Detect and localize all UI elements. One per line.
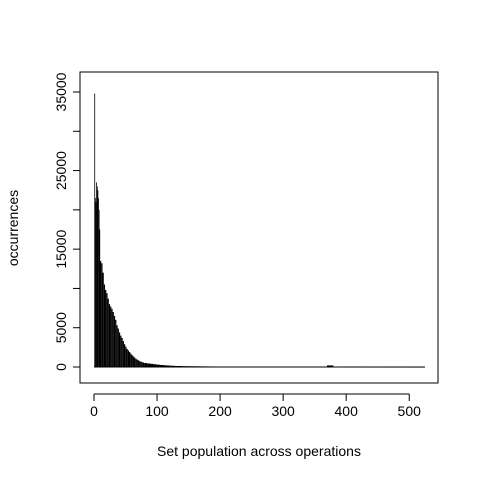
histogram-bar: [102, 272, 104, 367]
histogram-bar: [98, 198, 99, 367]
histogram-bar: [123, 344, 126, 367]
y-tick-label: 0: [53, 363, 69, 371]
histogram-bar: [125, 346, 127, 367]
histogram-bar: [135, 358, 137, 367]
histogram-bar: [106, 293, 108, 367]
histogram-bar: [126, 348, 128, 367]
histogram-bar: [122, 341, 124, 367]
histogram-bar: [121, 337, 123, 367]
y-tick-label: 35000: [53, 72, 69, 111]
histogram-bar: [130, 353, 132, 367]
y-axis: 0 5000 15000 25000 35000: [53, 72, 81, 371]
histogram-bar: [120, 335, 122, 367]
histogram-bar: [101, 263, 103, 367]
histogram-bar: [144, 363, 148, 367]
histogram-bar: [163, 365, 167, 367]
histogram-bar: [142, 362, 145, 367]
y-tick-label: 25000: [53, 151, 69, 190]
x-tick-label: 200: [208, 403, 232, 419]
histogram-bar: [105, 290, 107, 367]
histogram-bar: [99, 260, 102, 367]
x-tick-label: 0: [90, 403, 98, 419]
y-tick-label: 15000: [53, 229, 69, 268]
histogram-bar: [153, 364, 157, 367]
x-axis: 0 100 200 300 400 500: [90, 393, 422, 419]
histogram-bar: [169, 365, 173, 367]
histogram-bar: [95, 202, 97, 367]
histogram-bar: [326, 365, 334, 367]
histogram-bar: [150, 363, 154, 367]
histogram-bar: [94, 93, 96, 367]
histogram-bar: [159, 364, 164, 367]
histogram-bar: [112, 312, 114, 367]
histogram-bar: [98, 209, 100, 367]
histogram-bar: [108, 304, 111, 367]
histogram-bar: [172, 365, 176, 367]
histogram-bar: [118, 332, 121, 367]
histogram-bar: [166, 365, 170, 367]
histogram-bar: [128, 352, 131, 367]
histogram-bar: [116, 325, 118, 367]
histogram-bar: [111, 308, 113, 367]
x-tick-label: 500: [398, 403, 422, 419]
histogram-bar: [97, 190, 99, 367]
x-tick-label: 100: [145, 403, 169, 419]
histogram-bar: [140, 361, 142, 367]
histogram-bar: [99, 229, 101, 367]
histogram-bar: [136, 359, 138, 367]
histogram-bar: [127, 350, 129, 367]
histogram-bar: [103, 284, 106, 367]
bars-group: [94, 93, 425, 368]
histogram-bar: [117, 328, 119, 367]
y-tick-label: 5000: [53, 312, 69, 343]
histogram-bar: [94, 198, 96, 367]
histogram-bar: [131, 355, 133, 367]
histogram-bar: [96, 186, 98, 367]
histogram-bar: [132, 356, 135, 367]
histogram-bar: [115, 319, 117, 367]
histogram-bar: [139, 361, 141, 367]
histogram-bar: [96, 182, 98, 367]
histogram-bar: [110, 306, 112, 367]
x-tick-label: 300: [271, 403, 295, 419]
histogram-bar: [134, 357, 136, 367]
x-tick-label: 400: [335, 403, 359, 419]
histogram-bar: [175, 365, 182, 367]
histogram-bar: [137, 360, 140, 367]
plot-box: [79, 71, 439, 384]
y-axis-label: occurrences: [5, 190, 21, 266]
histogram-bar: [141, 362, 143, 367]
x-axis-label: Set population across operations: [157, 443, 361, 459]
histogram-bar: [107, 298, 109, 367]
histogram-bar: [156, 364, 160, 367]
histogram-bar: [147, 363, 151, 367]
histogram-bar: [113, 315, 116, 367]
